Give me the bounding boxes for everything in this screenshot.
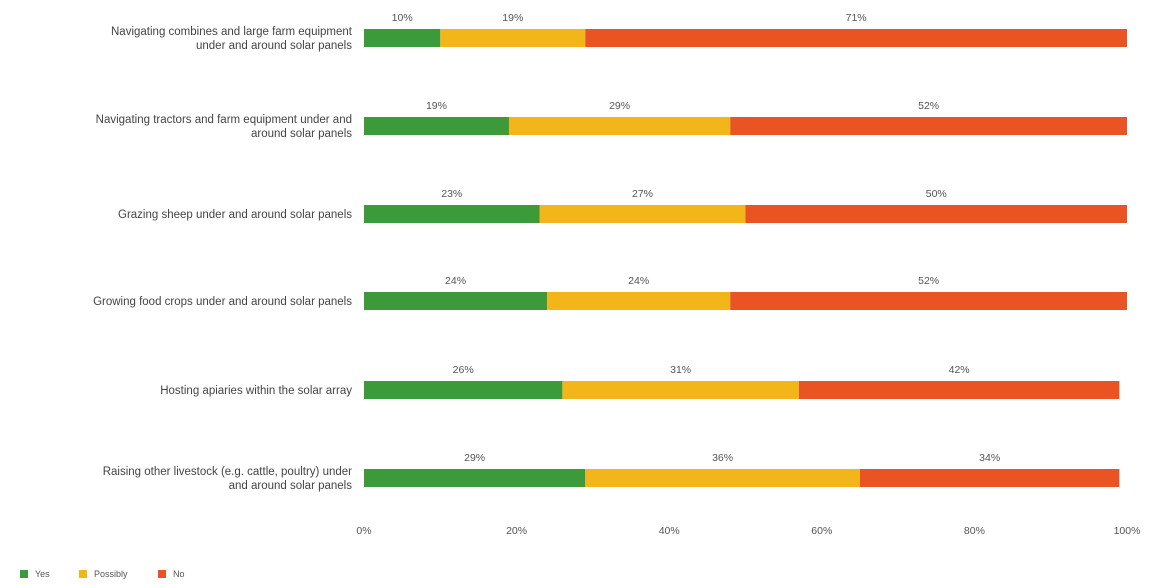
bar-segment-yes: [364, 292, 548, 310]
bar-segment-possibly: [539, 205, 746, 223]
value-label: 36%: [712, 452, 733, 464]
category-label: Grazing sheep under and around solar pan…: [118, 209, 352, 221]
value-label: 29%: [609, 100, 630, 112]
value-labels-layer: 10% 19% 71% 19% 29% 52% 23% 27% 50% 24% 24% 52% 26% 3…: [392, 12, 1001, 464]
category-label: around solar panels: [251, 128, 352, 140]
bar-segment-no: [859, 469, 1120, 487]
category-label: under and around solar panels: [196, 40, 352, 52]
legend-swatch-possibly: [79, 570, 87, 578]
x-tick-label: 100%: [1114, 525, 1141, 537]
category-label: Hosting apiaries within the solar array: [160, 385, 352, 397]
bar-segment-no: [745, 205, 1127, 223]
value-label: 23%: [441, 188, 462, 200]
bar-segment-yes: [364, 205, 540, 223]
x-tick-label: 80%: [964, 525, 985, 537]
category-label: Navigating combines and large farm equip…: [111, 26, 353, 38]
value-label: 27%: [632, 188, 653, 200]
value-label: 42%: [949, 364, 970, 376]
bars-layer: [364, 29, 1127, 487]
value-label: 10%: [392, 12, 413, 24]
bar-segment-possibly: [508, 117, 731, 135]
bar-segment-no: [798, 381, 1120, 399]
category-label: Navigating tractors and farm equipment u…: [96, 114, 352, 126]
bar-segment-no: [730, 117, 1127, 135]
value-label: 52%: [918, 100, 939, 112]
legend-label-possibly: Possibly: [94, 569, 128, 579]
category-label: and around solar panels: [229, 480, 353, 492]
bar-segment-possibly: [585, 469, 860, 487]
value-label: 50%: [926, 188, 947, 200]
bar-segment-yes: [364, 469, 586, 487]
x-tick-label: 60%: [811, 525, 832, 537]
value-label: 31%: [670, 364, 691, 376]
legend-label-yes: Yes: [35, 569, 50, 579]
legend-swatch-yes: [20, 570, 28, 578]
category-label: Raising other livestock (e.g. cattle, po…: [103, 466, 352, 478]
bar-segment-yes: [364, 29, 441, 47]
bar-segment-yes: [364, 117, 509, 135]
value-label: 24%: [628, 275, 649, 287]
legend-swatch-no: [158, 570, 166, 578]
legend: Yes Possibly No: [20, 569, 185, 579]
x-tick-label: 20%: [506, 525, 527, 537]
x-tick-label: 0%: [356, 525, 371, 537]
value-label: 19%: [502, 12, 523, 24]
bar-segment-possibly: [562, 381, 799, 399]
value-label: 34%: [979, 452, 1000, 464]
value-label: 24%: [445, 275, 466, 287]
x-axis: 0% 20% 40% 60% 80% 100%: [356, 525, 1140, 537]
bar-segment-no: [585, 29, 1127, 47]
category-labels-layer: Navigating combines and large farm equip…: [93, 26, 353, 492]
legend-label-no: No: [173, 569, 185, 579]
value-label: 19%: [426, 100, 447, 112]
bar-segment-possibly: [547, 292, 731, 310]
bar-segment-no: [730, 292, 1127, 310]
bar-segment-possibly: [440, 29, 586, 47]
x-tick-label: 40%: [659, 525, 680, 537]
value-label: 52%: [918, 275, 939, 287]
value-label: 29%: [464, 452, 485, 464]
value-label: 71%: [846, 12, 867, 24]
category-label: Growing food crops under and around sola…: [93, 296, 352, 308]
bar-segment-yes: [364, 381, 563, 399]
value-label: 26%: [453, 364, 474, 376]
